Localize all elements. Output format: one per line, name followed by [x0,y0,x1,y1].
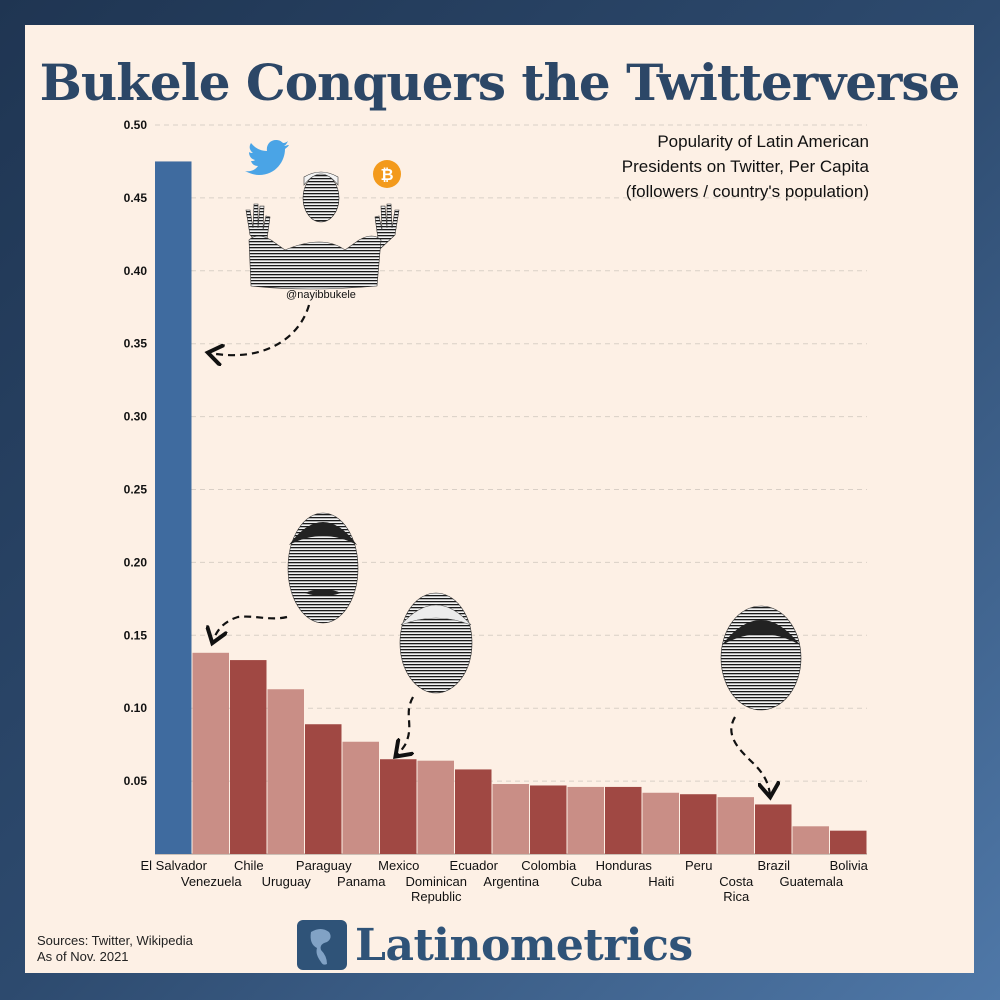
sources-date: As of Nov. 2021 [37,949,129,964]
bar [455,769,492,854]
bar [305,724,342,854]
bar [605,786,642,854]
infographic-card: Bukele Conquers the Twitterverse Popular… [25,25,974,973]
bar-chart: 0.05 0.10 0.15 0.20 0.25 0.30 0.35 0.40 0.45 0.50… [124,118,869,904]
bar [342,741,379,854]
subtitle-line: Popularity of Latin American [657,132,869,151]
bar [417,760,454,854]
bar [792,826,829,854]
y-tick-label: 0.15 [124,628,148,642]
page-title: Bukele Conquers the Twitterverse [39,53,961,112]
y-tick-label: 0.05 [124,774,148,788]
x-tick-label: Mexico [378,858,419,873]
x-tick-label: Chile [234,858,264,873]
x-tick-label: Honduras [596,858,653,873]
x-tick-label: Uruguay [262,874,312,889]
bukele-portrait: ₿ @nayibbukele [210,140,401,355]
svg-text:₿: ₿ [380,166,393,184]
y-tick-label: 0.50 [124,118,148,132]
y-tick-label: 0.25 [124,483,148,497]
bars [155,161,867,854]
x-tick-label: Ecuador [450,858,499,873]
x-tick-label: Costa Rica [719,874,754,904]
maduro-portrait [213,512,359,641]
y-tick-label: 0.10 [124,701,148,715]
subtitle-line: (followers / country's population) [625,182,869,201]
subtitle-line: Presidents on Twitter, Per Capita [621,157,869,176]
bar [830,830,867,854]
x-tick-label: Paraguay [296,858,352,873]
latinometrics-logo-icon [297,920,347,970]
y-tick-label: 0.20 [124,555,148,569]
y-tick-label: 0.45 [124,191,148,205]
sources-line: Sources: Twitter, Wikipedia [37,933,193,948]
brand: Latinometrics [297,910,693,973]
category-labels: El SalvadorVenezuelaChileUruguayParaguay… [141,858,869,904]
bar [267,689,304,854]
x-tick-label: El Salvador [141,858,208,873]
x-tick-label: Dominican Republic [406,874,467,904]
y-tick-label: 0.30 [124,410,148,424]
x-tick-label: Brazil [757,858,790,873]
bar [530,785,567,854]
bar [155,161,192,854]
x-tick-label: Argentina [483,874,539,889]
bolsonaro-portrait [720,605,802,795]
bar [492,784,529,854]
y-tick-label: 0.40 [124,264,148,278]
amlo-portrait [397,592,473,755]
bar [642,792,679,854]
bar [717,797,754,854]
bitcoin-icon: ₿ [373,160,401,188]
bar [567,786,604,854]
twitter-bird-icon [245,140,289,175]
x-tick-label: Guatemala [779,874,843,889]
bar [230,660,267,854]
x-tick-label: Colombia [521,858,577,873]
x-tick-label: Cuba [571,874,603,889]
bar [380,759,417,854]
bar [680,794,717,854]
x-tick-label: Venezuela [181,874,242,889]
x-tick-label: Panama [337,874,386,889]
x-tick-label: Peru [685,858,712,873]
sources-note: Sources: Twitter, Wikipedia As of Nov. 2… [37,933,193,965]
chart-subtitle: Popularity of Latin American Presidents … [622,129,869,204]
brand-name: Latinometrics [355,919,693,971]
bar [755,804,792,854]
handle-label: @nayibbukele [286,289,356,301]
x-tick-label: Haiti [648,874,674,889]
y-tick-label: 0.35 [124,337,148,351]
x-tick-label: Bolivia [830,858,869,873]
bar [192,652,229,854]
